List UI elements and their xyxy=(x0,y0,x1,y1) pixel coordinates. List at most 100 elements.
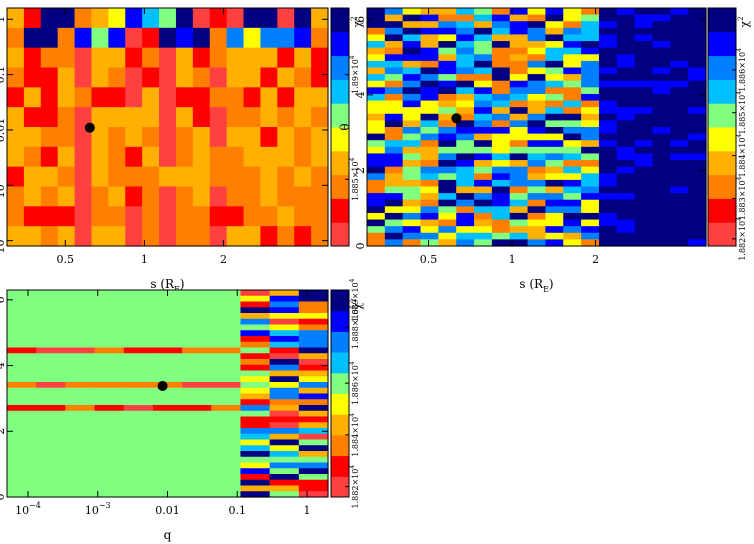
heatmap-cell xyxy=(420,186,439,194)
colorbar-label: χ2 xyxy=(350,16,364,27)
heatmap-cell xyxy=(509,14,529,22)
heatmap-cell xyxy=(367,87,386,95)
heatmap-cell xyxy=(298,387,329,395)
heatmap-cell xyxy=(688,34,707,42)
heatmap-cell xyxy=(94,479,125,487)
heatmap-cell xyxy=(563,113,582,121)
heatmap-cell xyxy=(527,54,547,62)
heatmap-cell xyxy=(65,439,96,446)
x-tick-label: 0.1 xyxy=(229,504,247,517)
x-tick-label: 1 xyxy=(141,253,148,266)
heatmap-cell xyxy=(438,100,457,108)
heatmap-cell xyxy=(23,107,42,128)
heatmap-cell xyxy=(563,120,582,128)
heatmap-cell xyxy=(438,21,457,29)
heatmap-cell xyxy=(420,34,439,42)
heatmap-cell xyxy=(652,193,671,201)
heatmap-cell xyxy=(74,67,93,88)
heatmap-cell xyxy=(175,166,194,188)
heatmap-cell xyxy=(159,27,177,49)
heatmap-cell xyxy=(670,153,689,161)
heatmap-cell xyxy=(509,67,529,75)
heatmap-cell xyxy=(581,140,600,148)
heatmap-cell xyxy=(688,74,707,82)
heatmap-cell xyxy=(474,140,493,148)
heatmap-cell xyxy=(36,324,66,331)
heatmap-cell xyxy=(616,140,636,148)
heatmap-cell xyxy=(581,34,600,42)
heatmap-cell xyxy=(294,127,312,148)
heatmap-cell xyxy=(211,451,242,458)
heatmap-cell xyxy=(670,212,689,221)
heatmap-cell xyxy=(474,41,493,49)
heatmap-cell xyxy=(7,485,37,492)
heatmap-cell xyxy=(152,410,183,418)
heatmap-cell xyxy=(456,173,475,181)
heatmap-cell xyxy=(670,14,689,22)
heatmap-cell xyxy=(420,133,439,141)
heatmap-cell xyxy=(123,405,154,412)
heatmap-cell xyxy=(94,313,125,320)
heatmap-cell xyxy=(474,74,493,82)
heatmap-cell xyxy=(65,336,96,343)
heatmap-cell xyxy=(598,54,618,62)
heatmap-cell xyxy=(211,491,242,498)
colorbar-segment xyxy=(331,55,349,80)
heatmap-cell xyxy=(634,87,654,95)
heatmap-cell xyxy=(7,422,37,429)
heatmap-cell xyxy=(94,387,125,395)
heatmap-cell xyxy=(367,21,386,29)
heatmap-cell xyxy=(298,353,329,360)
heatmap-cell xyxy=(182,485,212,492)
heatmap-cell xyxy=(509,186,529,194)
heatmap-cell xyxy=(545,87,564,95)
heatmap-cell xyxy=(563,140,582,148)
heatmap-cell xyxy=(23,8,42,29)
heatmap-cell xyxy=(211,324,242,331)
heatmap-cell xyxy=(474,226,493,234)
colorbar-segment xyxy=(331,198,349,223)
heatmap-cell xyxy=(509,34,529,42)
heatmap-cell xyxy=(384,232,404,240)
heatmap-cell xyxy=(402,173,422,181)
heatmap-cell xyxy=(40,127,59,148)
best-fit-marker xyxy=(84,122,95,133)
heatmap-cell xyxy=(367,239,386,247)
heatmap-cell xyxy=(367,67,386,75)
heatmap-cell xyxy=(108,127,126,148)
heatmap-cell xyxy=(509,146,529,155)
heatmap-cell xyxy=(545,107,564,115)
heatmap-cell xyxy=(65,468,96,475)
heatmap-cell xyxy=(125,166,143,188)
heatmap-cell xyxy=(211,428,242,435)
heatmap-cell xyxy=(581,232,600,240)
heatmap-cell xyxy=(598,27,618,36)
heatmap-cell xyxy=(182,479,212,487)
heatmap-cell xyxy=(269,445,300,452)
heatmap-cell xyxy=(652,127,671,135)
heatmap-cell xyxy=(7,107,25,128)
heatmap-cell xyxy=(36,336,66,343)
x-tick-label: 0.5 xyxy=(57,253,75,266)
heatmap-cell xyxy=(438,186,457,194)
heatmap-cell xyxy=(527,160,547,168)
heatmap-cell xyxy=(509,87,529,95)
heatmap-cell xyxy=(438,127,457,135)
heatmap-cell xyxy=(670,80,689,88)
heatmap-cell xyxy=(402,226,422,234)
heatmap-cell xyxy=(182,422,212,429)
heatmap-cell xyxy=(367,54,386,62)
heatmap-cell xyxy=(65,474,96,481)
heatmap-cell xyxy=(474,60,493,69)
heatmap-cell xyxy=(652,212,671,221)
heatmap-cell xyxy=(123,462,154,469)
heatmap-cell xyxy=(94,410,125,418)
heatmap-cell xyxy=(182,359,212,366)
heatmap-cell xyxy=(125,107,143,128)
heatmap-cell xyxy=(438,87,457,95)
heatmap-cell xyxy=(65,353,96,360)
heatmap-cell xyxy=(384,146,404,155)
heatmap-cell xyxy=(192,186,211,207)
heatmap-cell xyxy=(311,8,329,29)
heatmap-cell xyxy=(36,479,66,487)
